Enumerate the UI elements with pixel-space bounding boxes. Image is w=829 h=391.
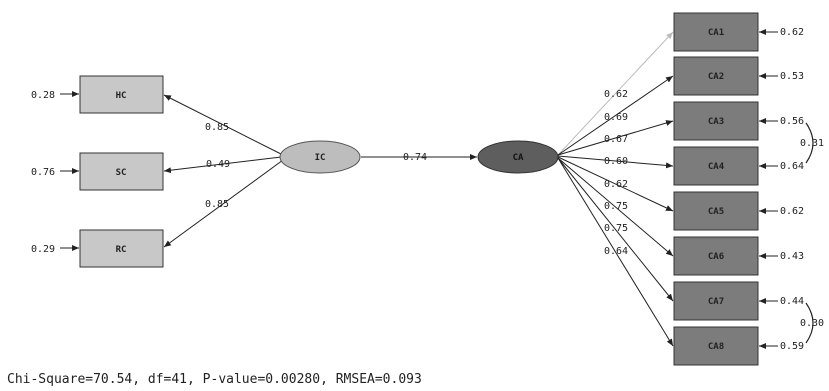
indicator-ca5: CA5 0.62 xyxy=(673,191,804,231)
fit-statistics: Chi-Square=70.54, df=41, P-value=0.00280… xyxy=(7,372,422,387)
indicator-ca5-label: CA5 xyxy=(708,207,724,217)
indicator-hc: HC 0.28 xyxy=(31,75,164,114)
indicator-ca6-box xyxy=(673,236,759,276)
latent-node-ic xyxy=(279,140,361,174)
covariance-ca3-ca4: 0.31 xyxy=(800,138,824,149)
loading-ic-sc: 0.49 xyxy=(206,159,230,170)
error-ca2: 0.53 xyxy=(780,71,804,82)
indicator-hc-box xyxy=(79,75,164,114)
covariance-ca7-ca8: 0.30 xyxy=(800,318,824,329)
error-ca4: 0.64 xyxy=(780,161,804,172)
indicator-ca2-label: CA2 xyxy=(708,72,724,82)
loading-arrow-ca-ca7 xyxy=(557,157,674,302)
loading-arrow-ca-ca6 xyxy=(557,157,674,257)
indicator-ca8-label: CA8 xyxy=(708,342,724,352)
indicator-ca5-box xyxy=(673,191,759,231)
indicator-ca8: CA8 0.59 xyxy=(673,326,804,366)
error-hc: 0.28 xyxy=(31,90,55,101)
loading-ca-ca1: 0.62 xyxy=(604,89,628,100)
indicator-ca2-box xyxy=(673,56,759,96)
indicator-ca4-label: CA4 xyxy=(708,162,725,172)
structural-path-value: 0.74 xyxy=(403,152,427,163)
indicator-ca7: CA7 0.44 xyxy=(673,281,804,321)
loading-arrow-ic-sc xyxy=(163,156,282,174)
error-ca7: 0.44 xyxy=(780,296,804,307)
loading-ic-hc: 0.85 xyxy=(205,122,229,133)
latent-node-ca-label: CA xyxy=(513,153,524,163)
loading-ic-rc: 0.85 xyxy=(205,199,229,210)
indicator-ca3-label: CA3 xyxy=(708,117,724,127)
indicator-ca1-box xyxy=(673,12,759,52)
loading-ca-ca6: 0.75 xyxy=(604,201,628,212)
indicator-ca2: CA2 0.53 xyxy=(673,56,804,96)
indicator-hc-label: HC xyxy=(116,91,127,101)
indicator-ca6-label: CA6 xyxy=(708,252,724,262)
loading-ca-ca7: 0.75 xyxy=(604,223,628,234)
loading-arrow-ic-hc xyxy=(163,94,284,156)
covariance-curve-ca3-ca4 xyxy=(805,122,814,164)
error-ca3: 0.56 xyxy=(780,116,804,127)
indicator-sc-label: SC xyxy=(116,168,127,178)
indicator-sc: SC 0.76 xyxy=(31,152,164,191)
indicator-rc: RC 0.29 xyxy=(31,229,164,268)
indicator-ca7-box xyxy=(673,281,759,321)
indicator-ca3: CA3 0.56 xyxy=(673,101,804,141)
error-ca6: 0.43 xyxy=(780,251,804,262)
indicator-ca7-label: CA7 xyxy=(708,297,724,307)
latent-node-ic-label: IC xyxy=(315,153,326,163)
indicator-ca4: CA4 0.64 xyxy=(673,146,804,186)
loading-arrow-ic-rc xyxy=(163,159,284,248)
loading-arrow-ca-ca2 xyxy=(557,75,674,156)
indicator-rc-label: RC xyxy=(116,245,127,255)
indicator-ca4-box xyxy=(673,146,759,186)
loading-arrow-ca-ca5 xyxy=(557,156,674,212)
indicator-sc-box xyxy=(79,152,164,191)
error-rc: 0.29 xyxy=(31,244,55,255)
error-sc: 0.76 xyxy=(31,167,55,178)
error-ca8: 0.59 xyxy=(780,341,804,352)
loading-ca-ca8: 0.64 xyxy=(604,246,628,257)
loading-arrow-ca-ca8 xyxy=(557,157,674,347)
indicator-ca8-box xyxy=(673,326,759,366)
loading-ca-ca3: 0.67 xyxy=(604,134,628,145)
indicator-rc-box xyxy=(79,229,164,268)
covariance-curve-ca7-ca8 xyxy=(805,302,814,344)
error-ca5: 0.62 xyxy=(780,206,804,217)
loading-ca-ca2: 0.69 xyxy=(604,112,628,123)
indicator-ca3-box xyxy=(673,101,759,141)
loading-arrow-ca-ca1 xyxy=(557,31,674,156)
error-ca1: 0.62 xyxy=(780,27,804,38)
loading-arrow-ca-ca4 xyxy=(557,155,674,169)
loading-arrow-ca-ca3 xyxy=(557,120,674,156)
loading-ca-ca4: 0.60 xyxy=(604,156,628,167)
loading-ca-ca5: 0.62 xyxy=(604,179,628,190)
indicator-ca1-label: CA1 xyxy=(708,28,724,38)
indicator-ca1: CA1 0.62 xyxy=(673,12,804,52)
indicator-ca6: CA6 0.43 xyxy=(673,236,804,276)
